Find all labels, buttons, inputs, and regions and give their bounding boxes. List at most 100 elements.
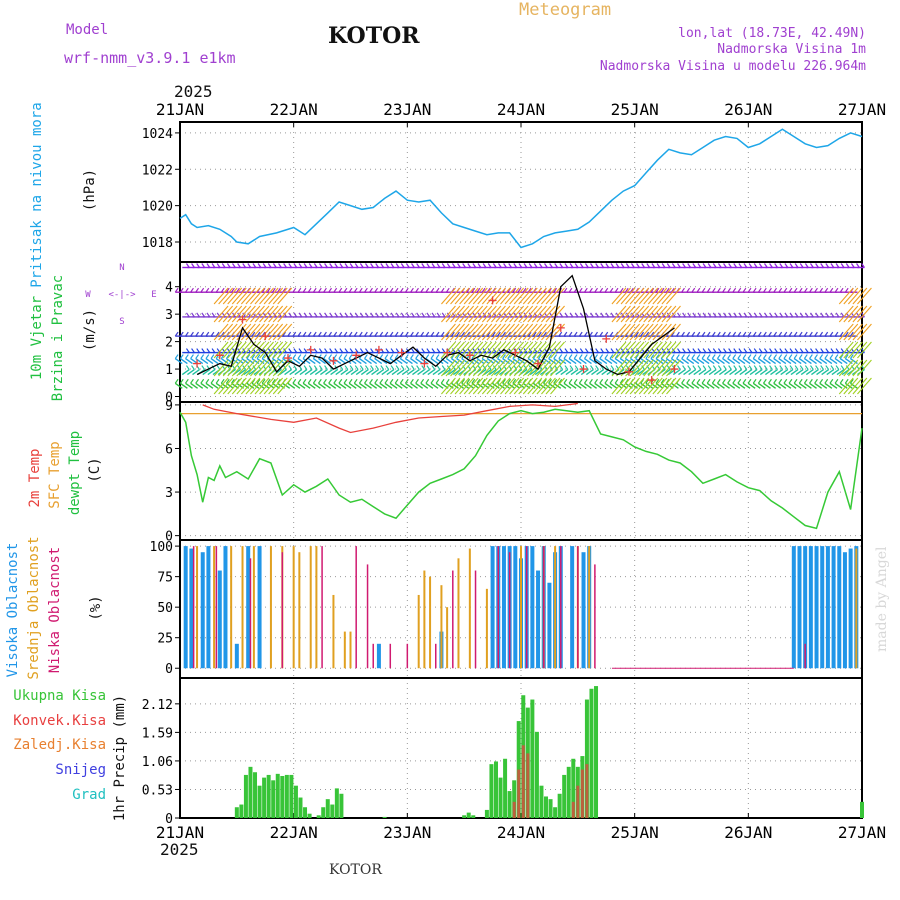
wind-barb-head bbox=[353, 287, 358, 293]
wind-barb-strong bbox=[638, 305, 654, 323]
precip-bar-total bbox=[248, 766, 253, 818]
wind-barb-head bbox=[195, 378, 200, 384]
temp-label-sfc: SFC Temp bbox=[47, 441, 63, 508]
wind-barb bbox=[417, 365, 426, 376]
precip-bar-total bbox=[316, 815, 321, 818]
x-tick-label-bottom: 27JAN bbox=[838, 823, 886, 842]
wind-speed-line bbox=[196, 274, 675, 376]
wind-barb-shaft bbox=[491, 382, 500, 389]
wind-barb-head bbox=[824, 378, 829, 384]
wind-barb bbox=[563, 378, 572, 389]
wind-barb-head bbox=[584, 365, 589, 370]
wind-barb-head bbox=[844, 354, 849, 359]
wind-barb-strong bbox=[477, 287, 493, 305]
wind-gust-point bbox=[602, 334, 611, 343]
cloud-bar-mid bbox=[554, 546, 557, 669]
wind-barb-strong bbox=[459, 377, 475, 395]
wind-barb-shaft bbox=[304, 368, 313, 376]
wind-barb-shaft bbox=[185, 357, 193, 365]
wind-barb-head bbox=[399, 287, 404, 293]
wind-barb-strong bbox=[250, 323, 265, 341]
wind-barb-head bbox=[620, 365, 625, 370]
precip-bar-total bbox=[262, 777, 267, 818]
wind-barb-head bbox=[844, 331, 849, 337]
wind-barb bbox=[780, 365, 789, 376]
wind-label-1: 10m Vjetar bbox=[29, 296, 45, 380]
wind-barb-shaft bbox=[348, 382, 357, 389]
wind-barb bbox=[425, 378, 434, 389]
wind-barb-shaft bbox=[359, 357, 367, 365]
wind-barb-shaft bbox=[681, 357, 690, 365]
wind-gust-point bbox=[556, 323, 565, 332]
y-tick-label: 0 bbox=[165, 662, 173, 677]
cloud-bar-mid bbox=[292, 546, 295, 669]
wind-barb bbox=[348, 378, 357, 389]
wind-barb-strong bbox=[445, 377, 461, 395]
cloud-bar-high bbox=[200, 552, 205, 669]
wind-barb-head bbox=[594, 287, 598, 293]
wind-barb bbox=[364, 354, 372, 365]
wind-barb-shaft bbox=[768, 357, 777, 365]
wind-barb-shaft bbox=[181, 368, 190, 376]
wind-barb-strong bbox=[441, 359, 456, 377]
wind-barb-strong bbox=[500, 305, 515, 323]
wind-barb-shaft bbox=[764, 368, 773, 376]
wind-barb-strong bbox=[531, 323, 547, 341]
wind-barb-head bbox=[763, 331, 767, 337]
wind-barb-head bbox=[220, 331, 225, 337]
wind-barb bbox=[304, 365, 313, 376]
wind-barb-head bbox=[814, 354, 818, 359]
wind-barb bbox=[836, 365, 845, 376]
cloud-bar-high bbox=[837, 546, 842, 669]
wind-barb bbox=[374, 378, 383, 389]
wind-barb-head bbox=[737, 354, 742, 359]
wind-barb-head bbox=[312, 331, 317, 337]
wind-barb-strong bbox=[652, 323, 668, 341]
wind-barb-head bbox=[583, 331, 588, 337]
cloud-bar-mid bbox=[252, 546, 255, 669]
wind-barb-strong bbox=[213, 305, 229, 323]
wind-barb-head bbox=[640, 331, 645, 337]
wind-barb-shaft bbox=[435, 382, 444, 389]
wind-barb bbox=[763, 378, 771, 389]
wind-barb-head bbox=[179, 287, 184, 293]
wind-barb bbox=[793, 354, 802, 365]
wind-barb bbox=[307, 378, 316, 389]
wind-barb-head bbox=[752, 378, 757, 384]
wind-barb-head bbox=[707, 365, 712, 370]
precip-bar-total bbox=[330, 804, 335, 818]
wind-barb-shaft bbox=[678, 368, 686, 376]
wind-barb-strong bbox=[254, 323, 270, 341]
wind-barb-head bbox=[660, 287, 665, 293]
wind-barb-strong bbox=[277, 377, 293, 395]
wind-barb-strong bbox=[481, 341, 497, 359]
wind-barb bbox=[821, 365, 830, 376]
wind-barb-shaft bbox=[839, 382, 848, 389]
wind-barb-shaft bbox=[788, 382, 797, 389]
wind-barb-shaft bbox=[319, 368, 328, 376]
x-tick-label-bottom: 21JAN bbox=[156, 823, 204, 842]
wind-barb-head bbox=[803, 378, 808, 384]
precip-bar-total bbox=[503, 758, 508, 818]
wind-barb-head bbox=[624, 287, 629, 293]
wind-barb-shaft bbox=[578, 382, 587, 389]
wind-barb-head bbox=[815, 365, 819, 370]
wind-barb-head bbox=[783, 287, 788, 293]
precip-bar-conv bbox=[576, 785, 580, 818]
wind-barb-shaft bbox=[435, 357, 444, 365]
wind-barb-strong bbox=[656, 287, 672, 305]
cloud-bar-low bbox=[389, 643, 392, 669]
wind-barb-head bbox=[185, 378, 189, 384]
precip-bar-conv bbox=[580, 769, 584, 818]
wind-barb bbox=[174, 378, 183, 389]
wind-barb-head bbox=[190, 331, 194, 337]
wind-barb-strong bbox=[643, 323, 659, 341]
wind-barb-shaft bbox=[343, 382, 352, 389]
precip-bar-total bbox=[298, 797, 303, 818]
pressure-label-2: (hPa) bbox=[82, 169, 98, 211]
wind-barb-head bbox=[748, 365, 753, 370]
wind-barb-head bbox=[200, 287, 205, 293]
cloud-bar-mid bbox=[196, 546, 199, 669]
wind-barb bbox=[752, 354, 761, 365]
wind-barb-head bbox=[747, 378, 752, 384]
